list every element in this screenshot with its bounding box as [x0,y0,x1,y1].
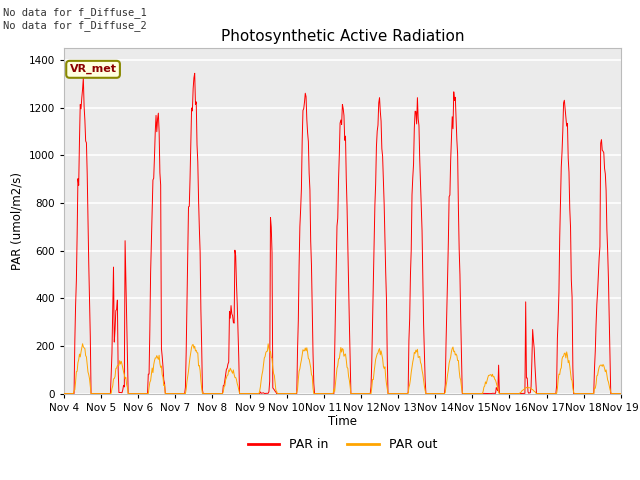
Legend: PAR in, PAR out: PAR in, PAR out [243,433,442,456]
Text: VR_met: VR_met [70,64,116,74]
Y-axis label: PAR (umol/m2/s): PAR (umol/m2/s) [10,172,23,270]
Text: No data for f_Diffuse_1
No data for f_Diffuse_2: No data for f_Diffuse_1 No data for f_Di… [3,7,147,31]
Title: Photosynthetic Active Radiation: Photosynthetic Active Radiation [221,29,464,44]
X-axis label: Time: Time [328,415,357,429]
